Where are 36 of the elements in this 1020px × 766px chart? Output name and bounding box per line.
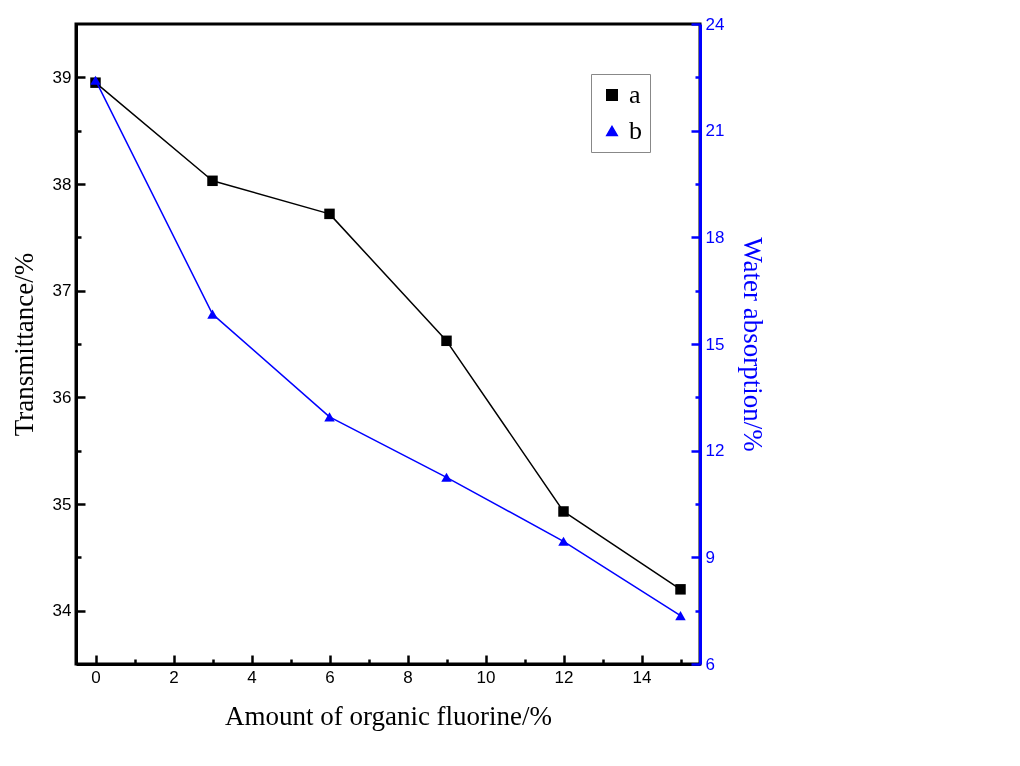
y2-tick-label: 6 — [705, 654, 715, 674]
y2-tick-label: 9 — [705, 547, 715, 567]
legend-label: a — [629, 80, 641, 109]
y-tick-label: 35 — [52, 494, 72, 514]
point — [675, 611, 686, 621]
x-axis-title: Amount of organic fluorine/% — [224, 700, 553, 731]
point — [441, 472, 452, 482]
y2-tick-label: 15 — [705, 334, 725, 354]
y-tick-label: 39 — [52, 67, 72, 87]
point — [675, 584, 686, 595]
y-tick-label: 34 — [52, 601, 72, 621]
point — [324, 412, 335, 422]
y2-tick-label: 12 — [705, 441, 725, 461]
point — [558, 536, 569, 546]
x-tick-label: 12 — [554, 667, 574, 687]
x-tick-label: 4 — [247, 667, 257, 687]
point — [441, 335, 452, 347]
y2-axis-title: Water absorption/% — [738, 237, 769, 452]
x-tick-label: 14 — [632, 667, 652, 687]
legend-label: b — [629, 116, 642, 145]
y-tick-label: 36 — [52, 387, 72, 407]
y2-tick-label: 24 — [705, 14, 725, 34]
x-tick-label: 0 — [91, 667, 101, 687]
y2-tick-label: 21 — [705, 121, 725, 141]
y-tick-label: 38 — [52, 174, 72, 194]
point — [207, 309, 218, 319]
point — [558, 506, 569, 517]
x-tick-label: 8 — [403, 667, 413, 687]
y2-tick-label: 18 — [705, 227, 725, 247]
x-tick-label: 10 — [476, 667, 496, 687]
y-axis-title: Transmittance/% — [8, 252, 39, 437]
x-tick-label: 2 — [169, 667, 179, 687]
point — [207, 175, 218, 187]
point — [324, 208, 335, 220]
x-tick-label: 6 — [325, 667, 335, 687]
y-tick-label: 37 — [52, 281, 72, 301]
